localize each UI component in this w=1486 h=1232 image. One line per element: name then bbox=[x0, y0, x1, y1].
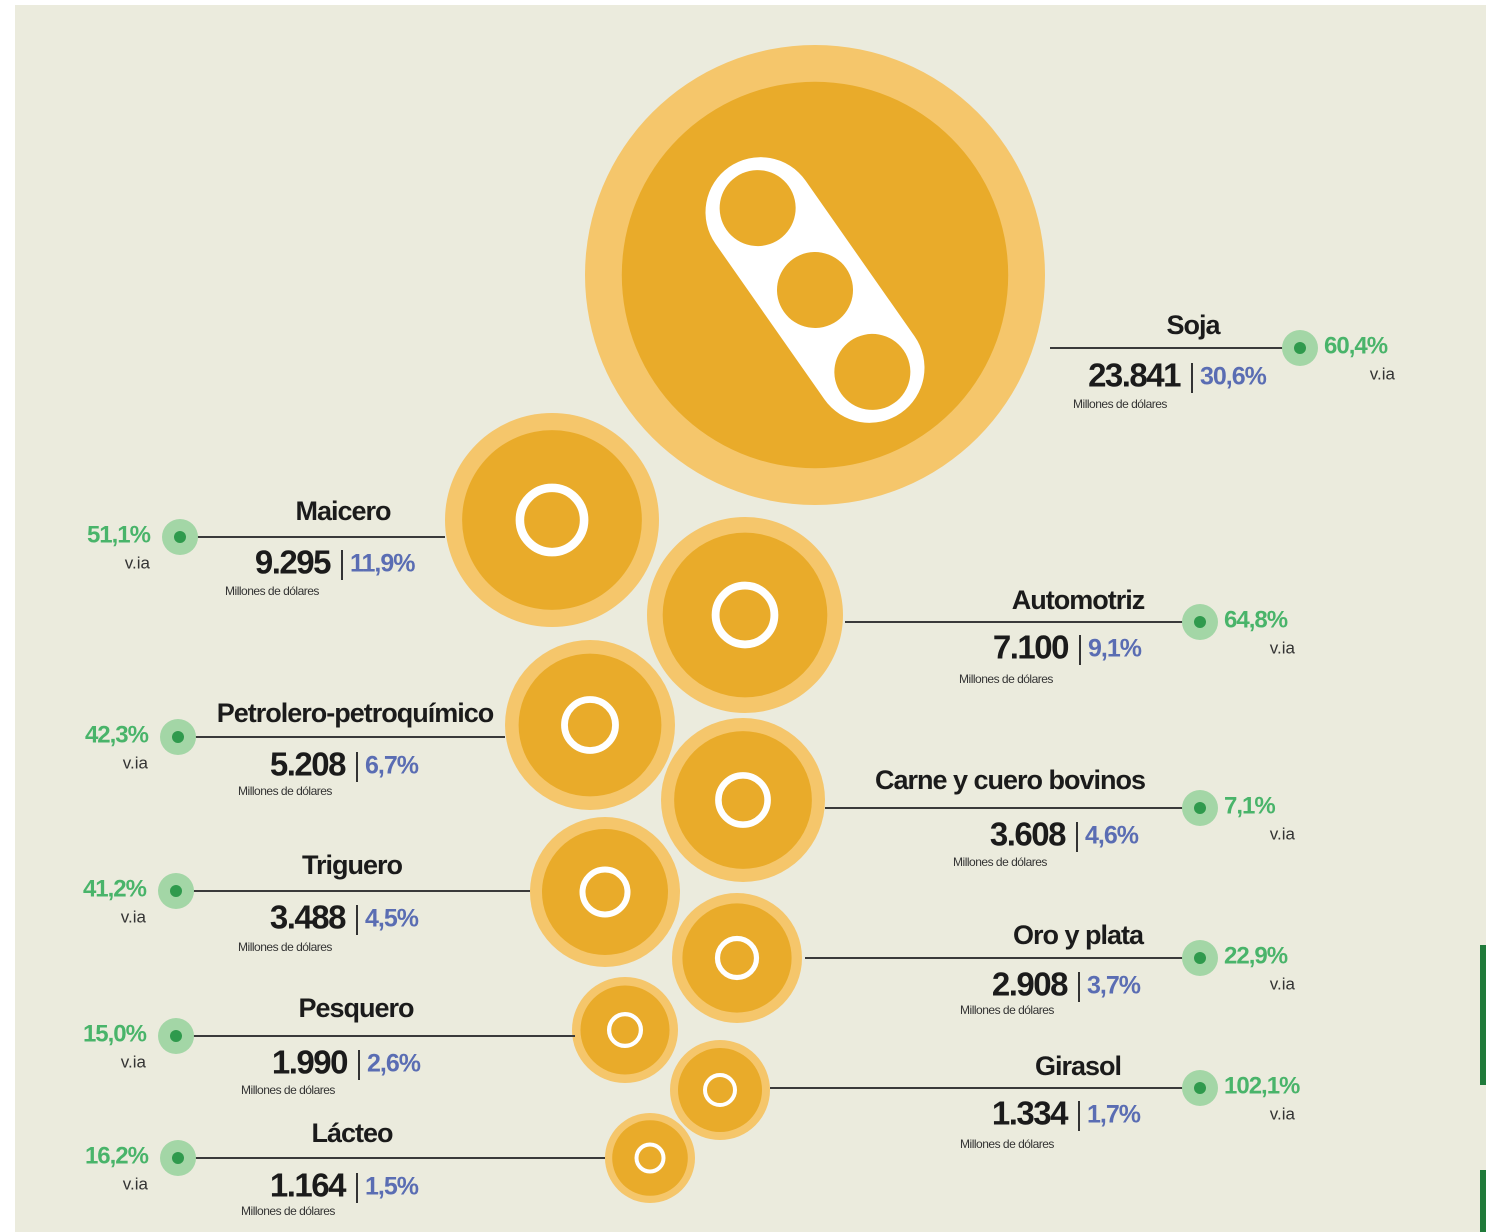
growth-label: v.ia bbox=[125, 553, 151, 572]
bubble-inner bbox=[542, 829, 668, 955]
unit-label: Millones de dólares bbox=[238, 784, 332, 798]
growth-dot-core bbox=[1194, 802, 1206, 814]
unit-label: Millones de dólares bbox=[238, 940, 332, 954]
icon bbox=[634, 1142, 666, 1174]
value: 1.164 bbox=[270, 1167, 347, 1204]
icon bbox=[606, 1011, 644, 1049]
bubble-inner bbox=[462, 430, 642, 610]
share: 4,5% bbox=[365, 905, 419, 933]
growth: 51,1% bbox=[87, 521, 151, 548]
growth: 16,2% bbox=[85, 1142, 149, 1169]
edge-bar bbox=[1480, 1170, 1486, 1232]
bubble-inner bbox=[518, 653, 662, 797]
unit-label: Millones de dólares bbox=[241, 1204, 335, 1218]
growth: 15,0% bbox=[83, 1020, 147, 1047]
share: 9,1% bbox=[1088, 635, 1142, 663]
growth-dot-core bbox=[1294, 342, 1306, 354]
value: 1.334 bbox=[992, 1095, 1069, 1132]
share: 3,7% bbox=[1087, 972, 1141, 1000]
icon bbox=[703, 1073, 737, 1107]
share: 4,6% bbox=[1085, 822, 1139, 850]
growth-label: v.ia bbox=[1270, 974, 1296, 993]
value: 2.908 bbox=[992, 966, 1068, 1003]
category-name: Soja bbox=[1166, 310, 1221, 340]
icon bbox=[515, 483, 589, 557]
growth-dot-core bbox=[170, 1030, 182, 1042]
growth: 42,3% bbox=[85, 721, 149, 748]
growth: 7,1% bbox=[1224, 792, 1275, 819]
share: 1,7% bbox=[1087, 1101, 1141, 1129]
unit-label: Millones de dólares bbox=[241, 1083, 335, 1097]
growth-dot-core bbox=[170, 885, 182, 897]
growth-dot-core bbox=[1194, 952, 1206, 964]
unit-label: Millones de dólares bbox=[1073, 397, 1167, 411]
category-name: Petrolero-petroquímico bbox=[217, 698, 494, 728]
icon bbox=[715, 772, 771, 828]
value: 23.841 bbox=[1088, 357, 1181, 394]
value: 1.990 bbox=[272, 1044, 347, 1081]
icon bbox=[711, 581, 779, 649]
category-name: Pesquero bbox=[298, 993, 414, 1023]
growth-dot-core bbox=[172, 1152, 184, 1164]
growth-dot-core bbox=[172, 731, 184, 743]
category-name: Maicero bbox=[295, 496, 391, 526]
value: 3.488 bbox=[270, 899, 346, 936]
category-name: Carne y cuero bovinos bbox=[875, 765, 1145, 795]
bubble-inner bbox=[674, 731, 812, 869]
growth: 64,8% bbox=[1224, 606, 1288, 633]
share: 30,6% bbox=[1200, 363, 1267, 391]
growth-label: v.ia bbox=[121, 1052, 147, 1071]
soy-icon bbox=[705, 157, 925, 423]
growth-dot-core bbox=[174, 531, 186, 543]
icon bbox=[561, 696, 619, 754]
category-name: Triguero bbox=[302, 850, 403, 880]
value: 3.608 bbox=[990, 816, 1066, 853]
edge-bar bbox=[1480, 945, 1486, 1085]
growth-label: v.ia bbox=[1270, 1104, 1296, 1123]
growth-dot-core bbox=[1194, 616, 1206, 628]
icon bbox=[579, 866, 631, 918]
unit-label: Millones de dólares bbox=[225, 584, 319, 598]
value: 5.208 bbox=[270, 746, 346, 783]
growth-label: v.ia bbox=[1370, 364, 1396, 383]
share: 2,6% bbox=[367, 1050, 421, 1078]
growth: 60,4% bbox=[1324, 332, 1388, 359]
category-name: Lácteo bbox=[311, 1118, 393, 1148]
category-name: Automotriz bbox=[1012, 585, 1145, 615]
value: 9.295 bbox=[255, 544, 331, 581]
growth-label: v.ia bbox=[123, 1174, 149, 1193]
growth: 41,2% bbox=[83, 875, 147, 902]
unit-label: Millones de dólares bbox=[953, 855, 1047, 869]
growth-label: v.ia bbox=[1270, 824, 1296, 843]
bubble-inner bbox=[678, 1048, 762, 1132]
growth-label: v.ia bbox=[121, 907, 147, 926]
growth: 102,1% bbox=[1224, 1072, 1300, 1099]
unit-label: Millones de dólares bbox=[960, 1003, 1054, 1017]
unit-label: Millones de dólares bbox=[959, 672, 1053, 686]
bubble-inner bbox=[612, 1120, 688, 1196]
icon bbox=[714, 935, 760, 981]
unit-label: Millones de dólares bbox=[960, 1137, 1054, 1151]
category-name: Oro y plata bbox=[1013, 920, 1145, 950]
value: 7.100 bbox=[993, 629, 1068, 666]
growth: 22,9% bbox=[1224, 942, 1288, 969]
growth-label: v.ia bbox=[1270, 638, 1296, 657]
bubble-inner bbox=[580, 985, 670, 1075]
share: 11,9% bbox=[350, 550, 415, 578]
growth-label: v.ia bbox=[123, 753, 149, 772]
bubble-inner bbox=[682, 903, 792, 1013]
category-name: Girasol bbox=[1035, 1051, 1121, 1081]
share: 6,7% bbox=[365, 752, 419, 780]
growth-dot-core bbox=[1194, 1082, 1206, 1094]
share: 1,5% bbox=[365, 1173, 419, 1201]
bubble-inner bbox=[662, 532, 828, 698]
